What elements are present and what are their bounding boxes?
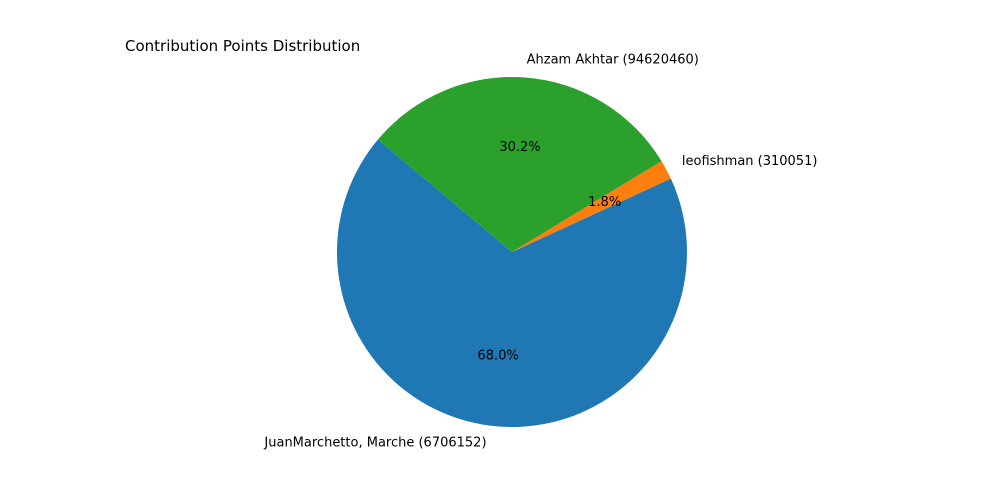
pie-slice <box>336 139 687 427</box>
pie-slice <box>512 161 671 252</box>
slice-percent-label: 1.8% <box>588 195 621 210</box>
slice-label: leofishman (310051) <box>682 154 818 169</box>
slice-percent-label: 30.2% <box>499 140 540 155</box>
pie-labels: JuanMarchetto, Marche (6706152) 68.0% leof… <box>263 53 817 451</box>
slice-label: JuanMarchetto, Marche (6706152) <box>263 435 486 450</box>
slice-label: Ahzam Akhtar (94620460) <box>527 53 699 68</box>
slice-percent-label: 68.0% <box>477 349 518 364</box>
pie-slice <box>377 77 662 252</box>
chart-title: Contribution Points Distribution <box>125 37 360 55</box>
pie-slices <box>336 77 687 427</box>
